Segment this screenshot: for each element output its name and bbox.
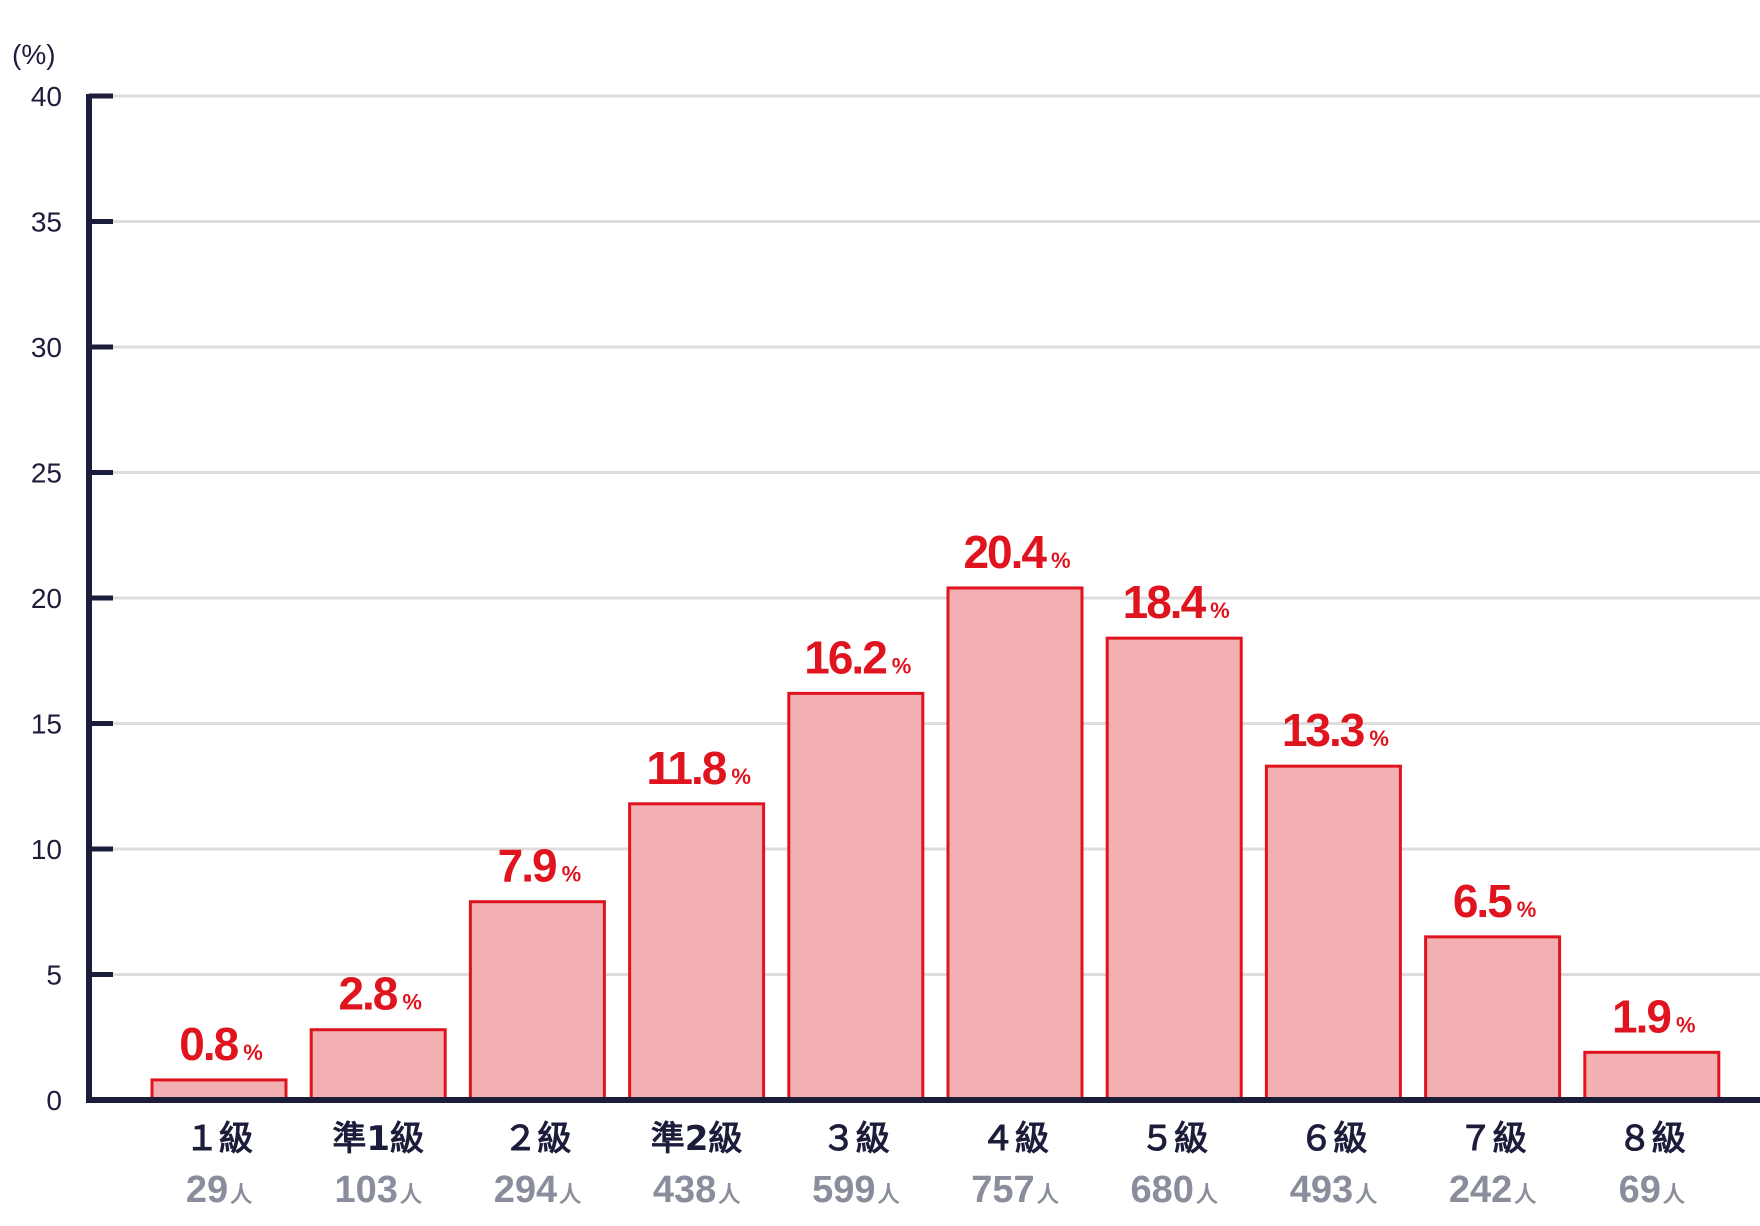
value-label: 6.5% [1453, 875, 1537, 927]
value-label: 0.8% [179, 1018, 263, 1070]
x-category-label: １級 [185, 1119, 253, 1159]
count-label: 757人 [971, 1169, 1058, 1211]
y-tick-label: 10 [31, 834, 62, 865]
x-category-label: 準2級 [651, 1119, 743, 1159]
y-tick-label: 25 [31, 458, 62, 489]
bars [150, 586, 1721, 1102]
value-label: 13.3% [1282, 704, 1389, 756]
bar [150, 1078, 288, 1102]
bar [1264, 764, 1402, 1102]
y-tick-label: 15 [31, 709, 62, 740]
value-label: 7.9% [498, 840, 582, 892]
y-axis-unit-label: (%) [12, 39, 56, 70]
bar [1583, 1050, 1721, 1102]
bar [468, 900, 606, 1102]
axes: (%) 0 5 10 15 20 25 30 35 40 [12, 39, 1760, 1116]
count-label: 103人 [334, 1169, 421, 1211]
count-label: 29人 [186, 1169, 252, 1211]
value-label: 1.9% [1612, 990, 1696, 1042]
count-label: 599人 [812, 1169, 899, 1211]
bar [787, 691, 925, 1102]
value-label: 18.4% [1123, 576, 1230, 628]
value-label: 20.4% [963, 526, 1070, 578]
x-category-label: ５級 [1140, 1119, 1208, 1159]
bar [1105, 636, 1243, 1102]
bar [946, 586, 1084, 1102]
y-tick-label: 35 [31, 207, 62, 238]
x-category-label: ４級 [981, 1119, 1049, 1159]
count-label: 493人 [1290, 1169, 1377, 1211]
x-category-label: ７級 [1459, 1119, 1527, 1159]
count-label: 438人 [653, 1169, 740, 1211]
bar [628, 802, 766, 1102]
count-label: 69人 [1619, 1169, 1685, 1211]
gridlines [89, 94, 1760, 976]
y-tick-label: 30 [31, 332, 62, 363]
value-label: 2.8% [338, 968, 422, 1020]
count-label: 680人 [1130, 1169, 1217, 1211]
labels: 0.8 % １級 29人 2.8 % 準1級 103人 7.9 % ２級 294人 11.8 % 準2級 43… [179, 526, 1695, 1211]
bar [1424, 935, 1562, 1102]
value-label: 11.8% [646, 742, 751, 794]
count-label: 242人 [1449, 1169, 1536, 1211]
x-category-label: ８級 [1618, 1119, 1686, 1159]
x-category-label: ６級 [1299, 1119, 1367, 1159]
x-category-label: ２級 [503, 1119, 571, 1159]
y-tick-label: 40 [31, 81, 62, 112]
y-tick-label: 20 [31, 583, 62, 614]
bar [309, 1028, 447, 1102]
value-label: 16.2% [804, 631, 911, 683]
x-category-label: ３級 [822, 1119, 890, 1159]
y-tick-label: 0 [46, 1085, 62, 1116]
y-tick-label: 5 [46, 960, 62, 991]
x-category-label: 準1級 [332, 1119, 424, 1159]
count-label: 294人 [494, 1169, 581, 1211]
